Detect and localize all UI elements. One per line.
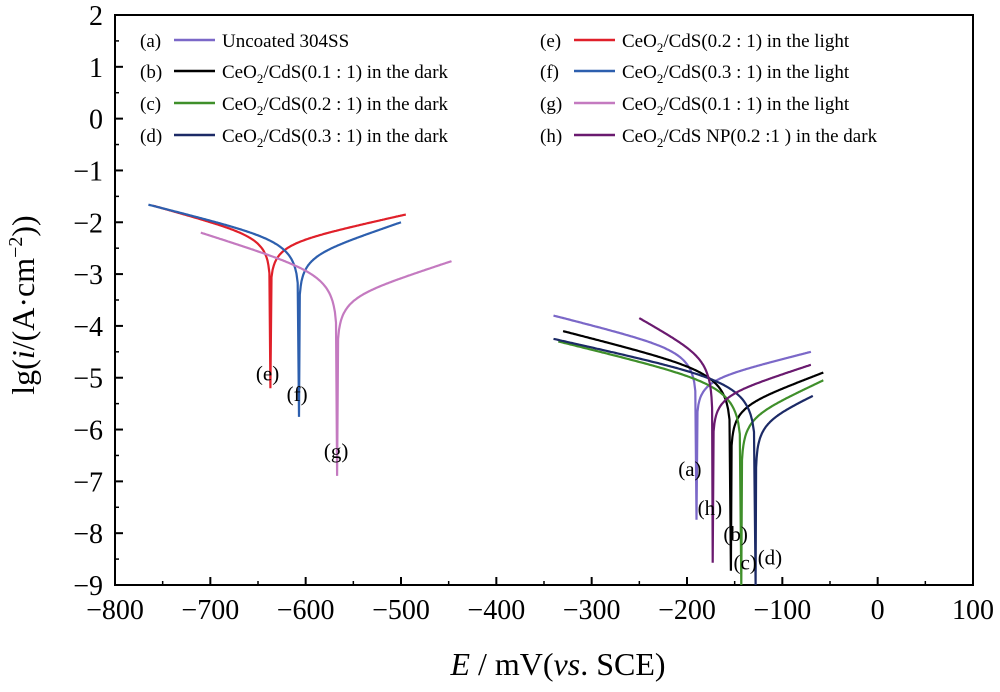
legend-label-e: CeO2/CdS(0.2 : 1) in the light	[622, 31, 850, 55]
legend-label-g: CeO2/CdS(0.1 : 1) in the light	[622, 94, 850, 118]
y-tick-label: −1	[73, 156, 103, 187]
series-line-a	[553, 314, 812, 520]
y-tick-label: −2	[73, 208, 103, 239]
legend-tag-g: (g)	[540, 94, 562, 115]
y-tick-label: −3	[73, 260, 103, 291]
legend-label-f: CeO2/CdS(0.3 : 1) in the light	[622, 62, 850, 86]
x-tick-label: −100	[753, 595, 811, 626]
curve-label-f: (f)	[287, 382, 308, 406]
x-tick-label: −300	[563, 595, 621, 626]
y-tick-label: −4	[73, 312, 103, 343]
series-line-b	[562, 330, 824, 571]
y-tick-label: −7	[73, 467, 103, 498]
y-tick-label: −8	[73, 519, 103, 550]
y-tick-label: −6	[73, 416, 103, 447]
y-tick-label: 1	[89, 53, 103, 84]
legend-tag-d: (d)	[140, 126, 162, 147]
y-tick-label: −5	[73, 364, 103, 395]
axis-ticks: −800 −700 −600 −500 −400 −300 −200 −100 0 100 2 1 0 −…	[73, 1, 994, 626]
legend-label-b: CeO2/CdS(0.1 : 1) in the dark	[222, 62, 449, 86]
legend-tag-b: (b)	[140, 62, 162, 83]
y-tick-label: 0	[89, 105, 103, 136]
x-tick-label: −800	[86, 595, 144, 626]
curve-label-g: (g)	[324, 439, 349, 463]
legend-label-c: CeO2/CdS(0.2 : 1) in the dark	[222, 94, 449, 118]
x-tick-label: −400	[467, 595, 525, 626]
legend-tag-c: (c)	[140, 94, 161, 115]
series-line-h	[638, 317, 812, 563]
curve-label-e: (e)	[256, 361, 279, 385]
x-tick-label: 0	[871, 595, 885, 626]
legend-tag-e: (e)	[540, 31, 561, 52]
series-line-d	[553, 337, 814, 586]
x-tick-label: −500	[372, 595, 430, 626]
curve-label-d: (d)	[758, 545, 783, 569]
y-tick-label: −9	[73, 571, 103, 602]
curve-labels: (a) (b) (c) (d) (e) (f) (g) (h)	[256, 361, 782, 574]
curve-label-h: (h)	[698, 496, 723, 520]
y-axis-title: lg(i/(A·cm−2))	[5, 215, 41, 394]
legend-label-h: CeO2/CdS NP(0.2 :1 ) in the dark	[622, 126, 878, 150]
legend-tag-a: (a)	[140, 31, 161, 52]
x-tick-label: −200	[658, 595, 716, 626]
curve-label-c: (c)	[733, 550, 756, 574]
x-tick-label: 100	[952, 595, 994, 626]
legend-tag-f: (f)	[540, 62, 559, 83]
legend-tag-h: (h)	[540, 126, 562, 147]
series-line-f	[148, 203, 402, 417]
curve-label-b: (b)	[723, 522, 748, 546]
polarization-curves	[148, 203, 824, 586]
curve-label-a: (a)	[678, 457, 701, 481]
legend-label-a: Uncoated 304SS	[222, 31, 349, 52]
series-line-g	[200, 231, 452, 476]
x-tick-label: −600	[277, 595, 335, 626]
y-tick-label: 2	[89, 1, 103, 32]
series-line-c	[558, 340, 824, 586]
x-axis-title: E / mV(vs. SCE)	[449, 646, 665, 682]
legend: (a) Uncoated 304SS (b) CeO2/CdS(0.1 : 1) in…	[140, 31, 878, 150]
x-tick-label: −700	[181, 595, 239, 626]
legend-label-d: CeO2/CdS(0.3 : 1) in the dark	[222, 126, 449, 150]
